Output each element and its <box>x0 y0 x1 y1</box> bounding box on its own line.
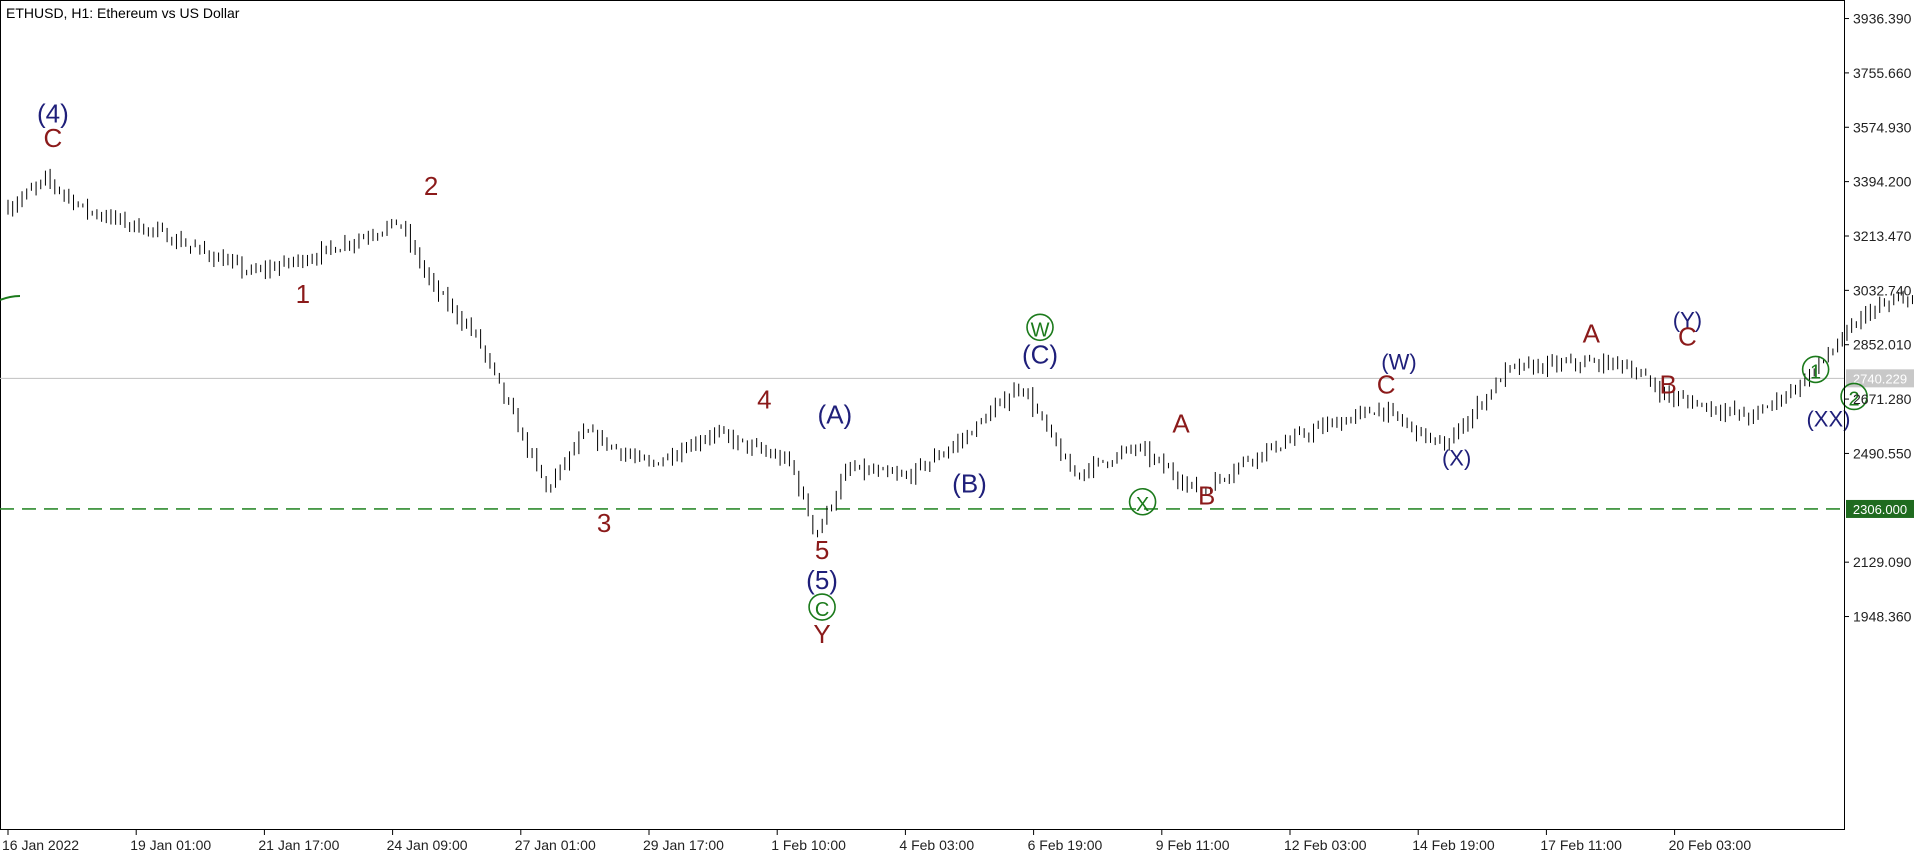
wave-label-18: (W) <box>1381 349 1416 374</box>
wave-label-23: B <box>1660 369 1677 399</box>
wave-label-12: W <box>1031 319 1050 341</box>
time-tick-label-12: 17 Feb 11:00 <box>1540 837 1622 852</box>
wave-label-1: C <box>43 123 62 153</box>
time-tick-label-7: 4 Feb 03:00 <box>899 837 974 852</box>
support-price-box <box>1846 499 1914 518</box>
time-tick-label-8: 6 Feb 19:00 <box>1028 837 1103 852</box>
time-tick-label-4: 27 Jan 01:00 <box>515 837 596 852</box>
price-tick-label-8: 2490.550 <box>1853 445 1912 461</box>
time-tick-label-3: 24 Jan 09:00 <box>387 837 468 852</box>
time-tick-label-13: 20 Feb 03:00 <box>1669 837 1752 852</box>
wave-label-26: 2 <box>1849 388 1860 410</box>
price-tick-label-11: 1948.360 <box>1853 609 1912 625</box>
support-level-group: 2306.000 <box>0 499 1914 518</box>
wave-label-2: 2 <box>424 171 438 201</box>
support-price-label: 2306.000 <box>1853 502 1907 517</box>
wave-label-13: (C) <box>1022 339 1058 369</box>
time-axis: 16 Jan 2022 19 Jan 01:00 21 Jan 17:00 24 Ja… <box>2 829 1751 852</box>
wave-label-5: 4 <box>757 384 771 414</box>
wave-label-17: (X) <box>1442 446 1471 471</box>
wave-label-20: A <box>1583 318 1601 348</box>
current-price-group: 2740.229 <box>0 369 1914 388</box>
wave-label-11: (B) <box>952 469 987 499</box>
wave-label-0: (4) <box>37 99 69 129</box>
wave-label-24: (XX) <box>1806 407 1850 432</box>
price-tick-label-6: 2852.010 <box>1853 337 1912 353</box>
time-tick-label-6: 1 Feb 10:00 <box>771 837 846 852</box>
wave-label-10: Y <box>813 619 830 649</box>
price-axis: 3936.390 3755.660 3574.930 3394.200 3213.470… <box>1844 0 1912 830</box>
wave-label-16: B <box>1198 481 1215 511</box>
wave-label-3: 1 <box>296 279 310 309</box>
price-tick-label-1: 3755.660 <box>1853 65 1912 81</box>
wave-label-8: (5) <box>806 565 838 595</box>
wave-circle-9 <box>808 593 836 621</box>
time-tick-label-2: 21 Jan 17:00 <box>258 837 339 852</box>
price-tick-label-10: 2129.090 <box>1853 554 1912 570</box>
wave-circle-12 <box>1026 313 1054 342</box>
price-tick-label-4: 3213.470 <box>1853 228 1912 244</box>
chart-title: ETHUSD, H1: Ethereum vs US Dollar <box>6 5 240 21</box>
wave-label-9: C <box>815 599 829 621</box>
price-tick-label-7: 2671.280 <box>1853 391 1912 407</box>
wave-circle-14 <box>1128 487 1157 516</box>
wave-label-7: 5 <box>815 535 829 565</box>
time-tick-label-5: 29 Jan 17:00 <box>643 837 724 852</box>
time-tick-label-11: 14 Feb 19:00 <box>1412 837 1495 852</box>
wave-label-4: 3 <box>597 508 611 538</box>
time-tick-label-1: 19 Jan 01:00 <box>130 837 211 852</box>
price-tick-label-2: 3574.930 <box>1853 119 1912 135</box>
price-tick-label-0: 3936.390 <box>1853 11 1912 27</box>
time-tick-label-0: 16 Jan 2022 <box>2 837 79 852</box>
price-tick-label-3: 3394.200 <box>1853 174 1912 190</box>
wave-label-15: A <box>1172 409 1190 439</box>
candles <box>7 168 1913 538</box>
current-price-box <box>1846 369 1914 388</box>
wave-label-6: (A) <box>818 400 853 430</box>
wave-label-19: C <box>1377 369 1396 399</box>
wave-label-21: (Y) <box>1673 307 1702 332</box>
wave-circle-26 <box>1840 382 1868 411</box>
current-price-label: 2740.229 <box>1853 371 1907 386</box>
price-tick-label-5: 3032.740 <box>1853 282 1912 298</box>
wave-label-22: C <box>1678 321 1697 351</box>
wave-label-14: X <box>1136 494 1149 516</box>
forecast-group <box>0 295 21 301</box>
left-edge-marker <box>0 295 21 301</box>
wave-label-25: 1 <box>1810 361 1821 383</box>
time-tick-label-10: 12 Feb 03:00 <box>1284 837 1367 852</box>
time-tick-label-9: 9 Feb 11:00 <box>1156 837 1230 852</box>
wave-circle-25 <box>1801 355 1830 384</box>
